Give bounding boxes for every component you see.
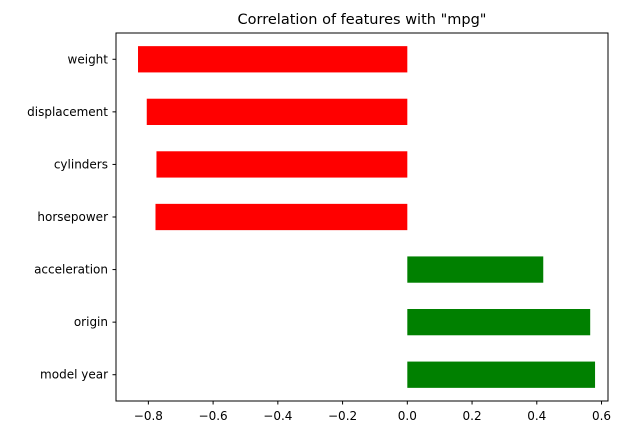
y-tick-label: acceleration bbox=[34, 263, 108, 277]
y-tick-label: horsepower bbox=[37, 210, 108, 224]
x-tick-label: −0.2 bbox=[328, 409, 357, 423]
x-tick-label: −0.6 bbox=[199, 409, 228, 423]
bar-cylinders bbox=[156, 151, 408, 178]
x-ticks-group: −0.8 −0.6 −0.4 −0.2 0.0 0.2 0.4 0.6 bbox=[134, 401, 611, 423]
x-tick-label: 0.0 bbox=[398, 409, 417, 423]
y-tick-label: cylinders bbox=[54, 157, 108, 171]
x-tick-label: 0.4 bbox=[527, 409, 546, 423]
x-tick-label: 0.2 bbox=[463, 409, 482, 423]
y-tick-label: displacement bbox=[27, 105, 108, 119]
chart-title: Correlation of features with "mpg" bbox=[238, 12, 487, 28]
bar-origin bbox=[407, 309, 591, 336]
x-tick-label: −0.8 bbox=[134, 409, 163, 423]
x-tick-label: −0.4 bbox=[263, 409, 292, 423]
bars-group bbox=[138, 46, 596, 388]
bar-displacement bbox=[146, 98, 408, 125]
y-tick-label: model year bbox=[40, 368, 108, 382]
bar-horsepower bbox=[155, 203, 408, 231]
y-tick-label: weight bbox=[68, 52, 109, 66]
bar-acceleration bbox=[407, 256, 544, 283]
bar-weight bbox=[138, 46, 408, 73]
x-tick-label: 0.6 bbox=[592, 409, 611, 423]
y-ticks-group: model year origin acceleration horsepower cy… bbox=[27, 52, 116, 382]
y-tick-label: origin bbox=[74, 315, 108, 329]
bar-model-year bbox=[407, 361, 596, 388]
